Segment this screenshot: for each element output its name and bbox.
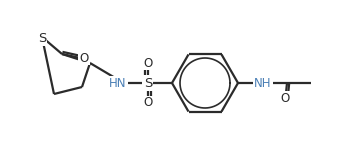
Text: S: S: [144, 76, 152, 90]
Text: HN: HN: [109, 76, 127, 90]
Text: O: O: [143, 56, 153, 69]
Text: O: O: [280, 92, 290, 105]
Text: O: O: [79, 51, 89, 64]
Text: O: O: [143, 97, 153, 110]
Text: S: S: [38, 32, 46, 44]
Text: NH: NH: [254, 76, 272, 90]
